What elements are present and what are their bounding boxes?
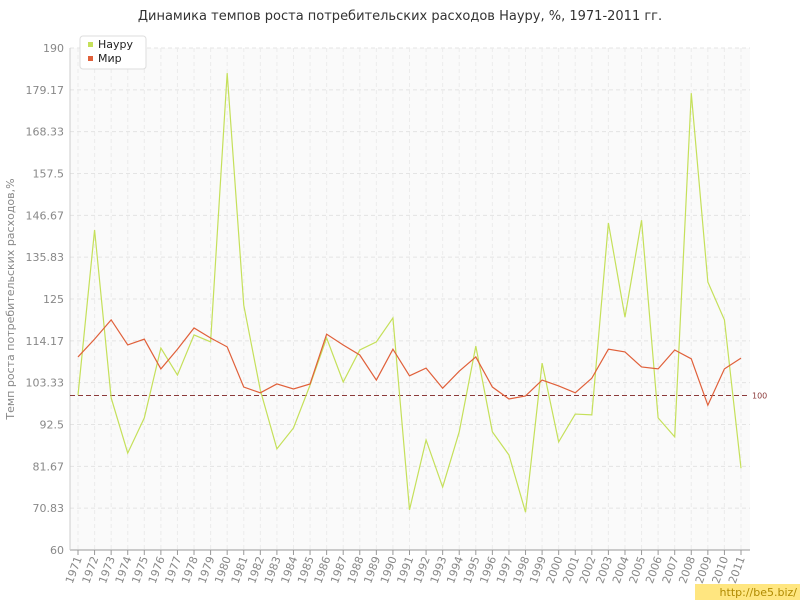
- y-tick-label: 81.67: [33, 460, 65, 473]
- y-tick-label: 125: [43, 293, 64, 306]
- y-tick-label: 60: [50, 544, 64, 557]
- y-tick-label: 157.5: [33, 168, 65, 181]
- chart-title: Динамика темпов роста потребительских ра…: [138, 9, 662, 24]
- legend-swatch: [88, 42, 93, 47]
- y-tick-label: 114.17: [26, 335, 65, 348]
- legend-swatch: [88, 56, 93, 61]
- series-line: [77, 318, 742, 407]
- watermark: http://be5.biz/: [720, 586, 798, 599]
- y-tick-label: 135.83: [26, 251, 65, 264]
- y-axis-label: Темп роста потребительских расходов,%: [4, 178, 17, 420]
- legend-label: Мир: [98, 52, 122, 65]
- y-tick-label: 168.33: [26, 126, 65, 139]
- reference-label: 100: [752, 392, 767, 401]
- watermark-bg: [695, 584, 800, 600]
- y-tick-label: 190: [43, 42, 64, 55]
- y-tick-label: 92.5: [40, 419, 65, 432]
- series-line: [77, 73, 742, 513]
- y-tick-label: 70.83: [33, 502, 65, 515]
- y-tick-label: 179.17: [26, 84, 65, 97]
- legend-label: Науру: [98, 38, 134, 51]
- y-tick-label: 103.33: [26, 377, 65, 390]
- y-tick-label: 146.67: [26, 209, 65, 222]
- legend-box: [79, 35, 147, 70]
